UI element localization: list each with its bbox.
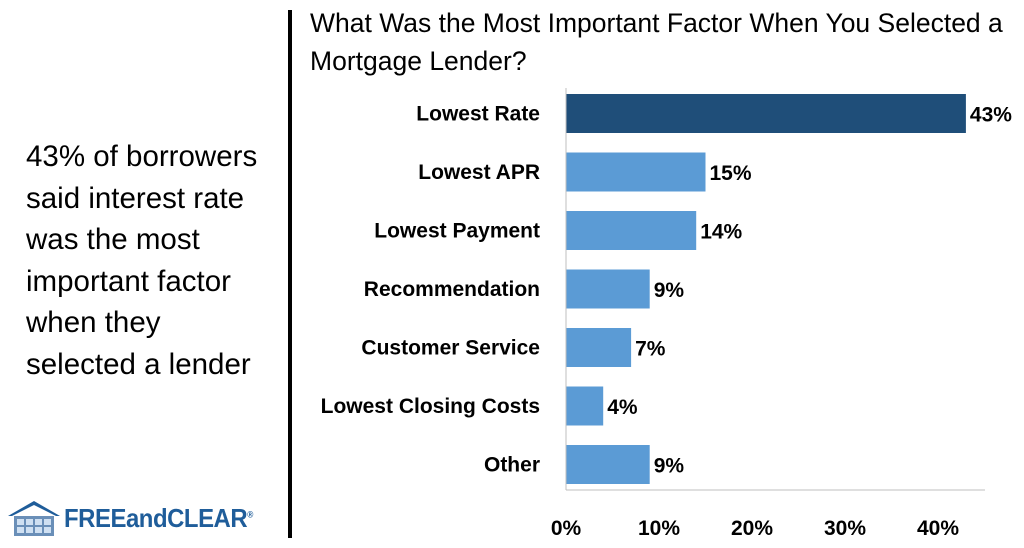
category-label: Other [484, 454, 540, 477]
category-label: Lowest Payment [374, 220, 540, 243]
summary-text: 43% of borrowers said interest rate was … [26, 140, 258, 381]
value-label: 9% [654, 455, 685, 478]
category-label: Lowest APR [418, 161, 540, 184]
category-label: Lowest Closing Costs [321, 395, 540, 418]
category-label: Recommendation [364, 278, 540, 301]
value-label: 14% [700, 221, 742, 244]
logo: FREEandCLEAR® [6, 496, 269, 540]
value-label: 7% [635, 338, 666, 361]
vertical-divider [288, 10, 292, 538]
house-logo-icon [8, 501, 60, 536]
logo-text: FREEandCLEAR® [64, 502, 253, 533]
bar [566, 211, 697, 250]
x-tick-label: 20% [731, 517, 773, 540]
x-tick-label: 30% [824, 517, 866, 540]
value-label: 4% [607, 396, 638, 419]
category-label: Customer Service [361, 337, 540, 360]
bar [566, 386, 604, 426]
chart-title: What Was the Most Important Factor When … [310, 8, 1003, 76]
bar [566, 94, 966, 133]
bar [566, 152, 706, 192]
x-tick-label: 0% [551, 517, 582, 540]
value-label: 9% [654, 279, 685, 302]
bar [566, 328, 632, 367]
value-label: 43% [970, 104, 1012, 127]
bar [566, 445, 650, 484]
bar [566, 269, 650, 309]
x-tick-label: 10% [638, 517, 680, 540]
value-label: 15% [710, 162, 752, 185]
x-tick-label: 40% [917, 517, 959, 540]
category-label: Lowest Rate [416, 103, 540, 126]
